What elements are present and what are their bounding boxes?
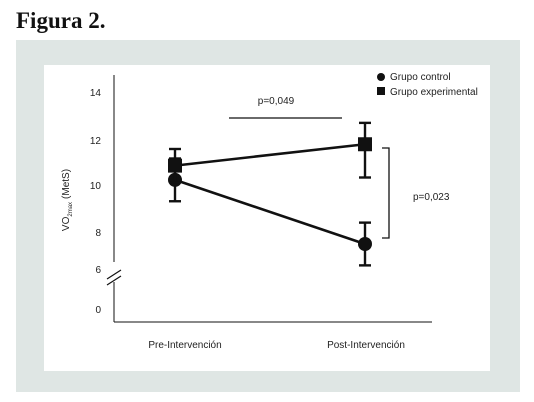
y-tick-12: 12: [90, 136, 102, 147]
legend-marker-control: [377, 73, 385, 81]
series-line-control: [174, 178, 366, 246]
y-tick-0: 0: [95, 305, 101, 316]
x-category-post: Post-Intervención: [327, 340, 405, 351]
y-label-main: VO: [61, 216, 72, 231]
y-tick-8: 8: [95, 228, 101, 239]
axis-break-mark-1: [106, 269, 122, 280]
figure-title: Figura 2.: [16, 8, 106, 33]
y-tick-10: 10: [90, 181, 102, 192]
y-label-unit: (MetS): [61, 169, 72, 199]
y-tick-6: 6: [95, 265, 101, 276]
axis-break-mark-2: [106, 275, 122, 286]
series-line-experimental: [174, 142, 366, 167]
chart-panel: [44, 65, 490, 371]
legend-label-experimental: Grupo experimental: [390, 87, 478, 98]
data-point-experimental-1: [358, 137, 372, 152]
legend-marker-experimental: [377, 87, 385, 95]
y-axis-label: VO2max (MetS): [61, 169, 74, 231]
y-tick-14: 14: [90, 88, 102, 99]
annotation-p049: p=0,049: [258, 96, 295, 107]
y-label-sub: 2max: [68, 202, 74, 217]
data-point-experimental-0: [168, 158, 182, 173]
data-marks: [168, 121, 372, 267]
data-point-control-1: [358, 237, 372, 251]
annotation-p023: p=0,023: [413, 192, 450, 203]
x-category-pre: Pre-Intervención: [148, 340, 221, 351]
svg-text:VO2max(MetS): VO2max (MetS): [61, 169, 74, 231]
annotation-p023-bracket: [382, 147, 390, 239]
legend-label-control: Grupo control: [390, 72, 451, 83]
